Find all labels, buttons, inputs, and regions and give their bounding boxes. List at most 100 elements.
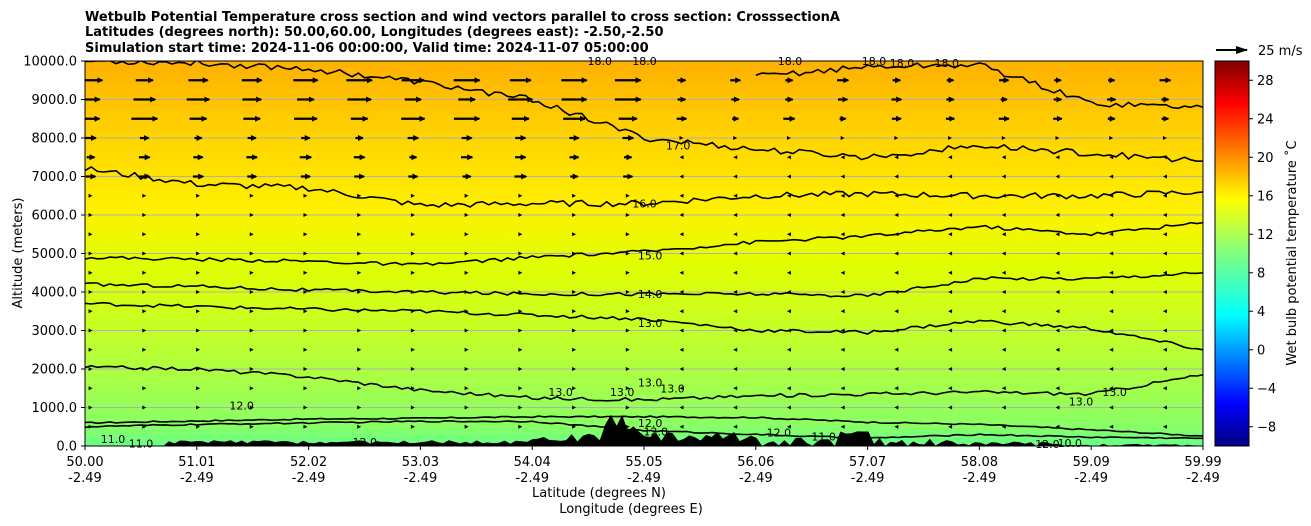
wind-vector bbox=[733, 232, 738, 237]
contour-label: 17.0 bbox=[666, 140, 691, 153]
wind-vector bbox=[679, 174, 684, 179]
wind-vector bbox=[518, 424, 523, 429]
wind-vector bbox=[1109, 213, 1114, 217]
wind-vector bbox=[249, 424, 254, 429]
wind-vector bbox=[948, 309, 953, 314]
wind-vector bbox=[410, 213, 415, 217]
wind-vector bbox=[786, 155, 791, 160]
contour-label: 13.0 bbox=[1069, 396, 1094, 409]
wind-vector bbox=[303, 424, 308, 429]
wind-vector bbox=[196, 309, 201, 314]
wind-vector bbox=[894, 367, 899, 371]
wind-vector bbox=[948, 424, 953, 429]
wind-vector bbox=[1055, 232, 1060, 237]
wind-vector bbox=[249, 367, 254, 371]
wind-vector bbox=[1109, 405, 1114, 410]
wind-vector bbox=[1162, 424, 1167, 429]
wind-vector bbox=[948, 290, 953, 294]
wind-vector bbox=[518, 270, 523, 275]
wind-vector bbox=[196, 193, 201, 198]
y-tick-label: 9000.0 bbox=[32, 93, 78, 108]
x-tick-label-lat: 56.06 bbox=[737, 455, 774, 470]
wind-vector bbox=[410, 347, 415, 352]
wind-vector bbox=[357, 213, 362, 217]
wind-vector bbox=[948, 213, 953, 217]
wind-vector bbox=[625, 424, 630, 429]
wind-vector bbox=[572, 424, 577, 429]
wind-vector bbox=[249, 251, 254, 256]
x-tick-label-lat: 51.01 bbox=[178, 455, 215, 470]
wind-vector bbox=[464, 386, 469, 391]
wind-vector bbox=[894, 386, 899, 391]
wind-vector bbox=[840, 405, 845, 410]
wind-vector bbox=[1055, 174, 1060, 179]
wind-vector bbox=[1001, 386, 1006, 391]
wind-vector bbox=[464, 213, 469, 217]
wind-vector bbox=[679, 424, 684, 429]
wind-vector bbox=[464, 424, 469, 429]
wind-vector bbox=[249, 347, 254, 352]
wind-vector bbox=[894, 251, 899, 256]
wind-vector bbox=[894, 270, 899, 275]
contour-label: 10.0 bbox=[1058, 437, 1083, 450]
wind-vector bbox=[303, 386, 308, 391]
wind-vector bbox=[1001, 309, 1006, 314]
wind-vector bbox=[142, 405, 147, 410]
wind-vector bbox=[464, 251, 469, 256]
wind-vector bbox=[948, 328, 953, 333]
wind-vector bbox=[196, 232, 201, 237]
x-tick-label-lat: 59.09 bbox=[1073, 455, 1110, 470]
wind-vector bbox=[679, 367, 684, 371]
wind-vector bbox=[1162, 270, 1167, 275]
wind-vector bbox=[88, 328, 93, 333]
wind-vector bbox=[1055, 155, 1060, 160]
x-tick-label-lon: -2.49 bbox=[739, 471, 773, 486]
y-tick-label: 3000.0 bbox=[32, 324, 78, 339]
wind-vector bbox=[733, 347, 738, 352]
wind-vector bbox=[894, 174, 899, 179]
wind-vector bbox=[679, 213, 684, 217]
wind-vector bbox=[518, 232, 523, 237]
wind-vector bbox=[1162, 136, 1167, 140]
wind-vector bbox=[948, 155, 953, 160]
wind-vector bbox=[894, 309, 899, 314]
wind-vector bbox=[733, 309, 738, 314]
wind-vector bbox=[733, 193, 738, 198]
wind-vector bbox=[142, 328, 147, 333]
y-tick-label: 8000.0 bbox=[32, 132, 78, 147]
wind-vector bbox=[518, 328, 523, 333]
wind-vector bbox=[88, 251, 93, 256]
wind-vector bbox=[625, 232, 630, 237]
wind-vector bbox=[1162, 193, 1167, 198]
wind-vector bbox=[1001, 155, 1006, 160]
wind-vector bbox=[1109, 328, 1114, 333]
contour-label: 14.0 bbox=[638, 288, 663, 301]
wind-vector bbox=[88, 347, 93, 352]
contour-label: 12.0 bbox=[644, 425, 669, 438]
x-tick-label-lat: 52.02 bbox=[290, 455, 327, 470]
wind-vector bbox=[625, 405, 630, 410]
x-tick-label-lat: 55.05 bbox=[625, 455, 662, 470]
wind-vector bbox=[786, 347, 791, 352]
wind-vector bbox=[142, 232, 147, 237]
contour-label: 12.0 bbox=[638, 417, 663, 430]
colorbar-tick-label: 4 bbox=[1257, 305, 1265, 320]
wind-vector bbox=[840, 424, 845, 429]
wind-vector bbox=[88, 213, 93, 217]
y-tick-label: 7000.0 bbox=[32, 170, 78, 185]
wind-vector bbox=[948, 136, 953, 140]
wind-vector bbox=[357, 347, 362, 352]
wind-vector bbox=[249, 270, 254, 275]
wind-vectors bbox=[85, 77, 1172, 429]
colorbar-label: Wet bulb potential temperature ˚C bbox=[1284, 140, 1300, 365]
wind-vector bbox=[786, 309, 791, 314]
wind-vector bbox=[786, 270, 791, 275]
wind-vector bbox=[733, 367, 738, 371]
wind-vector bbox=[625, 213, 630, 217]
wind-vector bbox=[1109, 270, 1114, 275]
colorbar-tick-label: 8 bbox=[1257, 266, 1265, 281]
contour-17.0 bbox=[85, 165, 1203, 208]
wind-vector bbox=[786, 424, 791, 429]
wind-vector bbox=[303, 367, 308, 371]
wind-vector bbox=[249, 386, 254, 391]
